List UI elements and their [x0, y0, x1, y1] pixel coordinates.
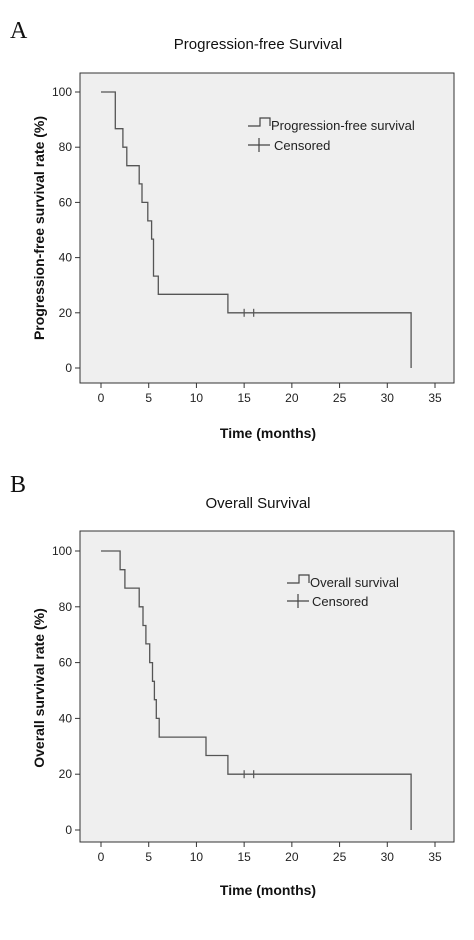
y-tick-label-0: 0 — [65, 823, 72, 837]
ticks-a — [75, 91, 436, 388]
y-tick-label-3: 60 — [59, 656, 73, 670]
panel-a: A Progression-free Survival 0 5 10 15 20 25 30… — [10, 18, 455, 441]
legend-censor-icon-a — [248, 138, 270, 152]
y-tick-labels-a: 0 20 40 60 80 100 — [52, 85, 72, 375]
legend-label-censored-a: Censored — [274, 138, 330, 153]
x-tick-label-5: 25 — [333, 850, 347, 864]
x-tick-label-3: 15 — [237, 850, 251, 864]
survival-curve-a — [101, 91, 412, 368]
plot-area-a — [79, 72, 455, 384]
x-tick-label-2: 10 — [190, 391, 204, 405]
censor-marks-b — [243, 770, 255, 779]
x-tick-label-7: 35 — [428, 850, 442, 864]
y-tick-label-1: 20 — [59, 306, 73, 320]
y-tick-label-2: 40 — [59, 251, 73, 265]
legend-a: Progression-free survival Censored — [248, 117, 415, 153]
y-tick-label-2: 40 — [59, 711, 73, 725]
x-tick-label-4: 20 — [285, 391, 299, 405]
legend-label-survival-a: Progression-free survival — [271, 118, 415, 133]
x-tick-label-0: 0 — [98, 850, 105, 864]
y-tick-label-5: 100 — [52, 85, 72, 99]
x-tick-label-1: 5 — [145, 850, 152, 864]
legend-label-censored-b: Censored — [312, 594, 368, 609]
y-tick-label-0: 0 — [65, 361, 72, 375]
chart-title-b: Overall Survival — [205, 495, 310, 512]
x-tick-label-5: 25 — [333, 391, 347, 405]
y-tick-label-1: 20 — [59, 767, 73, 781]
legend-censor-icon-b — [287, 594, 309, 608]
y-tick-labels-b: 0 20 40 60 80 100 — [52, 544, 72, 837]
x-tick-label-6: 30 — [381, 850, 395, 864]
x-axis-label-b: Time (months) — [220, 882, 316, 898]
x-tick-label-7: 35 — [428, 391, 442, 405]
censor-marks-a — [243, 308, 255, 317]
y-tick-label-3: 60 — [59, 195, 73, 209]
x-tick-label-4: 20 — [285, 850, 299, 864]
y-axis-label-a: Progression-free survival rate (%) — [31, 116, 47, 340]
chart-title-a: Progression-free Survival — [174, 36, 342, 53]
legend-step-icon-a — [248, 117, 271, 127]
x-tick-labels-a: 0 5 10 15 20 25 30 35 — [98, 391, 442, 405]
panel-letter-a: A — [10, 18, 28, 44]
survival-curve-b — [101, 550, 412, 830]
legend-step-icon-b — [287, 574, 310, 584]
x-tick-label-0: 0 — [98, 391, 105, 405]
y-tick-label-4: 80 — [59, 140, 73, 154]
x-tick-label-1: 5 — [145, 391, 152, 405]
panel-letter-b: B — [10, 472, 26, 498]
y-tick-label-4: 80 — [59, 600, 73, 614]
x-axis-label-a: Time (months) — [220, 425, 316, 441]
ticks-b — [75, 550, 436, 847]
panel-b: B Overall Survival 0 5 10 15 20 25 30 35 0 20 40 6… — [10, 472, 455, 898]
legend-label-survival-b: Overall survival — [310, 575, 399, 590]
x-tick-labels-b: 0 5 10 15 20 25 30 35 — [98, 850, 442, 864]
x-tick-label-2: 10 — [190, 850, 204, 864]
x-tick-label-6: 30 — [381, 391, 395, 405]
y-tick-label-5: 100 — [52, 544, 72, 558]
x-tick-label-3: 15 — [237, 391, 251, 405]
legend-b: Overall survival Censored — [287, 574, 399, 609]
plot-area-b — [79, 530, 455, 843]
y-axis-label-b: Overall survival rate (%) — [31, 608, 47, 768]
